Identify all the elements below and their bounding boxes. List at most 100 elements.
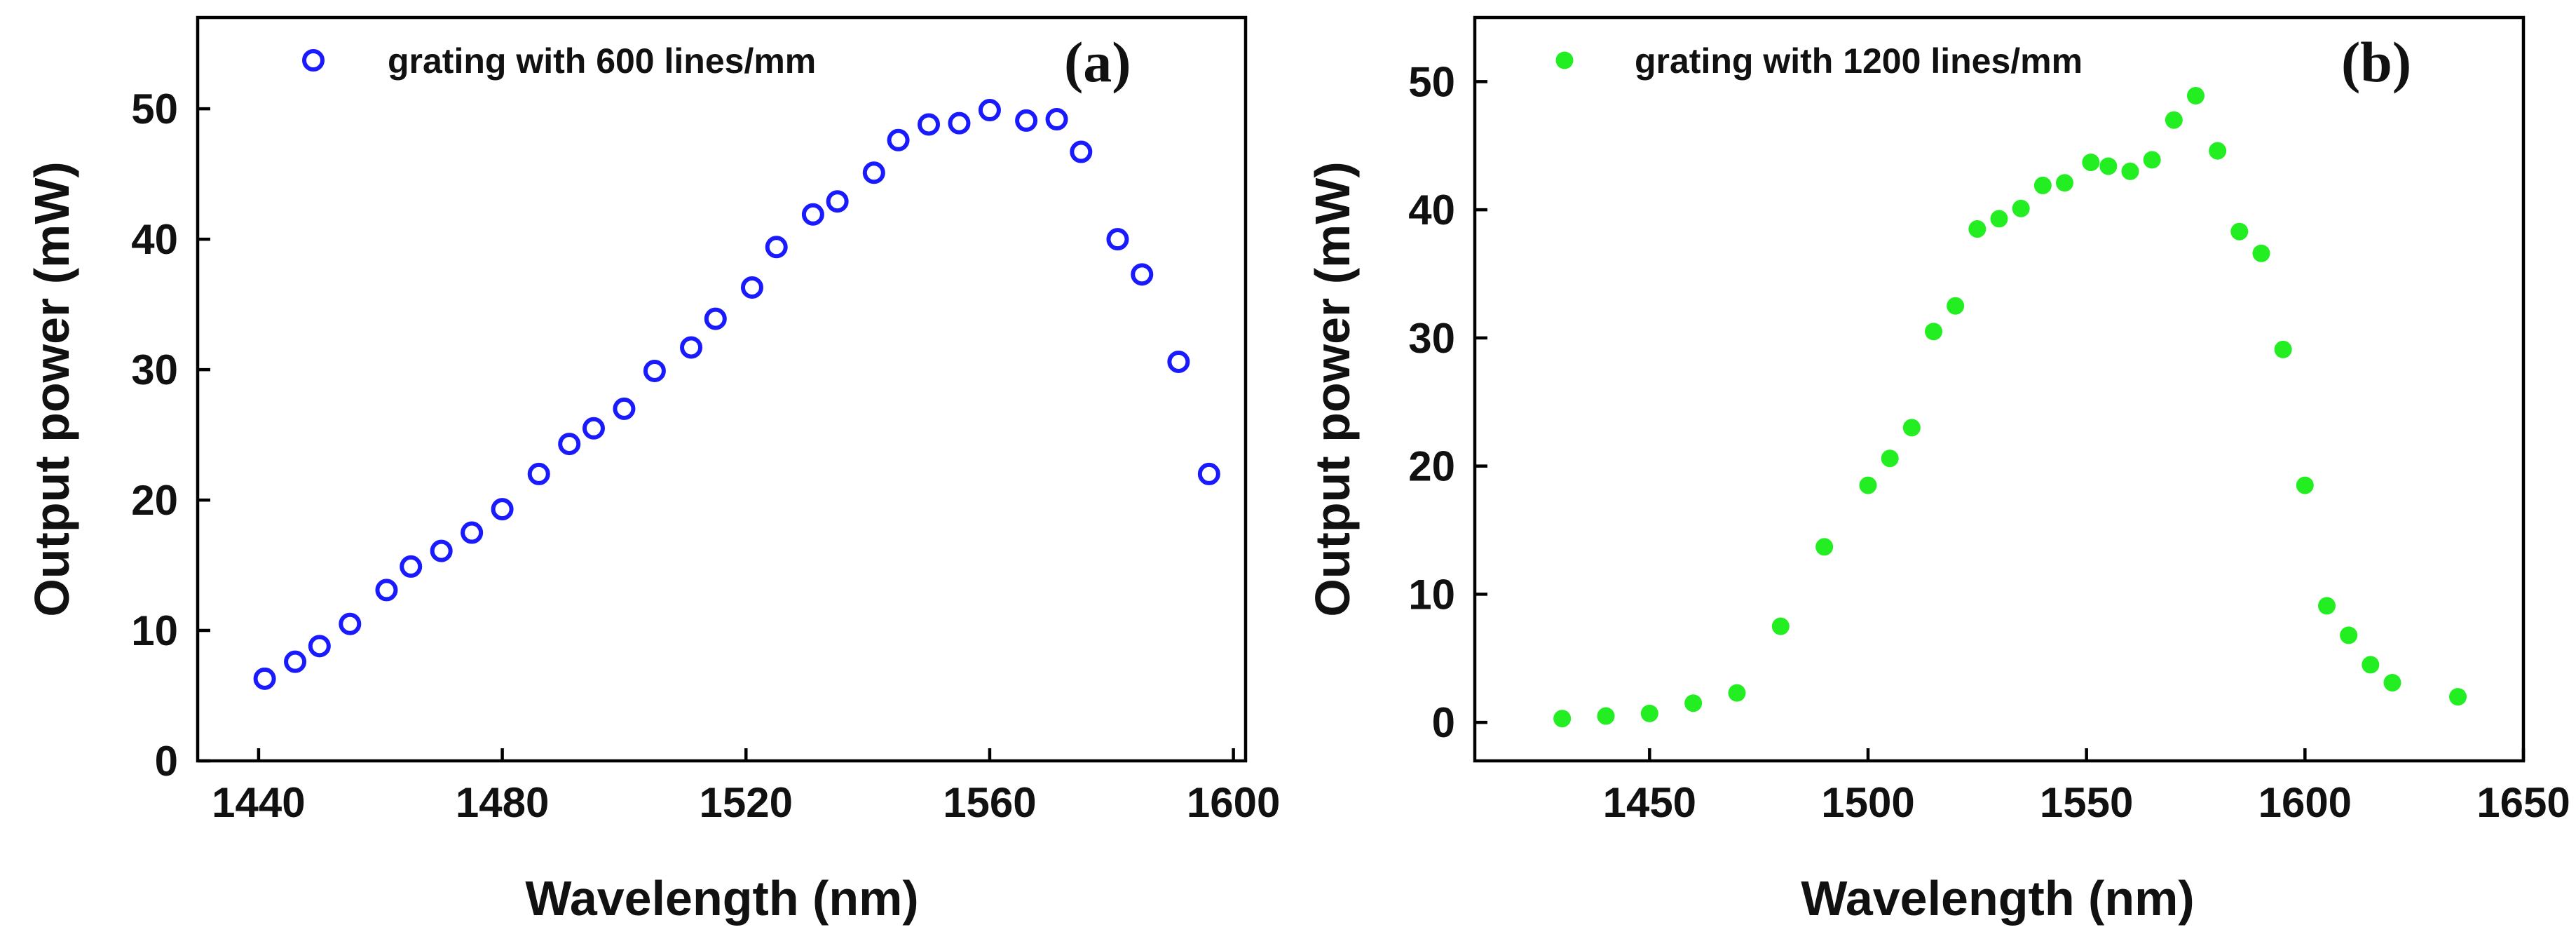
data-point-b-32 bbox=[2449, 688, 2467, 706]
data-point-b-28 bbox=[2318, 597, 2336, 615]
data-point-b-31 bbox=[2383, 674, 2401, 692]
data-point-a-5 bbox=[400, 555, 423, 578]
data-point-a-30 bbox=[1167, 350, 1190, 373]
data-point-b-11 bbox=[1947, 297, 1965, 315]
y-tick-label-a-5: 50 bbox=[131, 86, 178, 133]
data-point-b-4 bbox=[1728, 684, 1746, 702]
x-tick-label-b-0: 1450 bbox=[1603, 779, 1696, 826]
x-tick-label-a-3: 1560 bbox=[943, 779, 1036, 826]
data-point-b-10 bbox=[1925, 323, 1942, 341]
data-point-a-2 bbox=[308, 635, 331, 658]
data-point-b-17 bbox=[2082, 154, 2100, 172]
data-point-b-19 bbox=[2121, 162, 2139, 180]
data-point-a-13 bbox=[643, 359, 666, 382]
x-tick-label-a-1: 1480 bbox=[456, 779, 549, 826]
data-point-a-28 bbox=[1106, 228, 1129, 251]
data-point-b-13 bbox=[1990, 210, 2008, 228]
y-tick-label-a-3: 30 bbox=[131, 346, 178, 393]
data-point-b-16 bbox=[2056, 174, 2073, 192]
data-point-b-6 bbox=[1815, 538, 1834, 556]
data-point-a-10 bbox=[558, 433, 581, 456]
data-points-b bbox=[1553, 86, 2467, 728]
y-tick-label-b-2: 20 bbox=[1408, 443, 1455, 490]
data-point-a-15 bbox=[704, 307, 727, 330]
data-point-b-30 bbox=[2362, 656, 2380, 674]
data-point-a-9 bbox=[527, 462, 550, 485]
x-tick-label-b-2: 1550 bbox=[2040, 779, 2133, 826]
data-point-a-24 bbox=[978, 99, 1001, 122]
data-point-a-27 bbox=[1070, 140, 1093, 163]
y-tick-label-b-1: 10 bbox=[1408, 571, 1455, 618]
data-point-b-25 bbox=[2252, 244, 2270, 262]
data-point-b-2 bbox=[1640, 704, 1658, 722]
x-tick-label-b-4: 1650 bbox=[2476, 779, 2570, 826]
y-tick-label-b-4: 40 bbox=[1408, 187, 1455, 234]
y-axis-title-b: Output power (mW) bbox=[1305, 161, 1360, 616]
y-tick-label-a-1: 10 bbox=[131, 607, 178, 654]
data-point-b-26 bbox=[2274, 340, 2292, 358]
panel-label-b: (b) bbox=[2341, 30, 2411, 94]
y-tick-label-a-2: 20 bbox=[131, 477, 178, 524]
data-point-a-0 bbox=[253, 667, 276, 690]
data-point-a-8 bbox=[491, 498, 514, 521]
data-point-a-31 bbox=[1197, 462, 1220, 485]
data-point-b-8 bbox=[1881, 450, 1899, 468]
y-tick-label-a-4: 40 bbox=[131, 216, 178, 263]
legend-label-a: grating with 600 lines/mm bbox=[388, 41, 816, 81]
data-point-a-17 bbox=[765, 236, 788, 259]
data-point-b-15 bbox=[2033, 176, 2052, 194]
data-points-a bbox=[253, 99, 1220, 690]
data-point-b-1 bbox=[1597, 707, 1615, 725]
data-point-b-24 bbox=[2230, 222, 2249, 241]
data-point-a-19 bbox=[826, 190, 849, 213]
legend-marker-b bbox=[1555, 51, 1574, 69]
plot-frame-b bbox=[1473, 15, 2526, 763]
data-point-a-26 bbox=[1045, 108, 1068, 131]
legend-label-b: grating with 1200 lines/mm bbox=[1635, 41, 2083, 81]
data-point-a-12 bbox=[613, 397, 636, 420]
data-point-b-27 bbox=[2296, 476, 2314, 494]
data-point-b-29 bbox=[2340, 626, 2358, 644]
x-tick-label-b-1: 1500 bbox=[1821, 779, 1914, 826]
data-point-a-14 bbox=[680, 336, 703, 359]
data-point-b-22 bbox=[2187, 86, 2204, 104]
data-point-b-7 bbox=[1859, 476, 1877, 494]
data-point-a-23 bbox=[948, 112, 971, 135]
ticks-b: 1450 1500 1550 1600 1650 0 10 20 30 40 50 bbox=[1408, 58, 2570, 826]
data-point-a-22 bbox=[918, 113, 941, 136]
data-point-a-18 bbox=[801, 203, 824, 226]
data-point-b-14 bbox=[2012, 199, 2030, 217]
data-point-a-16 bbox=[740, 276, 763, 299]
data-point-a-11 bbox=[582, 417, 605, 440]
x-tick-label-b-3: 1600 bbox=[2258, 779, 2352, 826]
y-tick-label-b-0: 0 bbox=[1432, 699, 1455, 746]
data-point-a-21 bbox=[887, 128, 910, 151]
panel-a: grating with 600 lines/mm (a) Wavelength… bbox=[25, 15, 1280, 926]
data-point-a-6 bbox=[430, 539, 453, 562]
data-point-b-20 bbox=[2143, 151, 2161, 169]
data-point-b-5 bbox=[1771, 617, 1790, 635]
data-point-b-12 bbox=[1968, 220, 1986, 238]
x-axis-title-a: Wavelength (nm) bbox=[525, 871, 918, 926]
data-point-b-3 bbox=[1684, 694, 1703, 712]
panel-label-a: (a) bbox=[1064, 30, 1131, 94]
legend-marker-a bbox=[302, 49, 325, 72]
data-point-a-4 bbox=[375, 579, 398, 602]
y-tick-label-a-0: 0 bbox=[155, 738, 178, 785]
data-point-b-18 bbox=[2099, 157, 2118, 175]
y-tick-label-b-5: 50 bbox=[1408, 58, 1455, 105]
data-point-b-23 bbox=[2209, 142, 2227, 160]
data-point-a-3 bbox=[339, 612, 362, 635]
data-point-b-9 bbox=[1902, 419, 1921, 437]
data-point-a-7 bbox=[461, 521, 484, 544]
y-axis-title-a: Output power (mW) bbox=[25, 161, 79, 616]
x-tick-label-a-4: 1600 bbox=[1187, 779, 1280, 826]
y-tick-label-b-3: 30 bbox=[1408, 315, 1455, 362]
x-tick-label-a-2: 1520 bbox=[700, 779, 793, 826]
data-point-a-29 bbox=[1131, 263, 1154, 286]
data-point-b-21 bbox=[2165, 111, 2183, 129]
x-tick-label-a-0: 1440 bbox=[212, 779, 305, 826]
data-point-a-1 bbox=[284, 650, 307, 673]
panel-b: grating with 1200 lines/mm (b) Wavelengt… bbox=[1305, 15, 2570, 926]
